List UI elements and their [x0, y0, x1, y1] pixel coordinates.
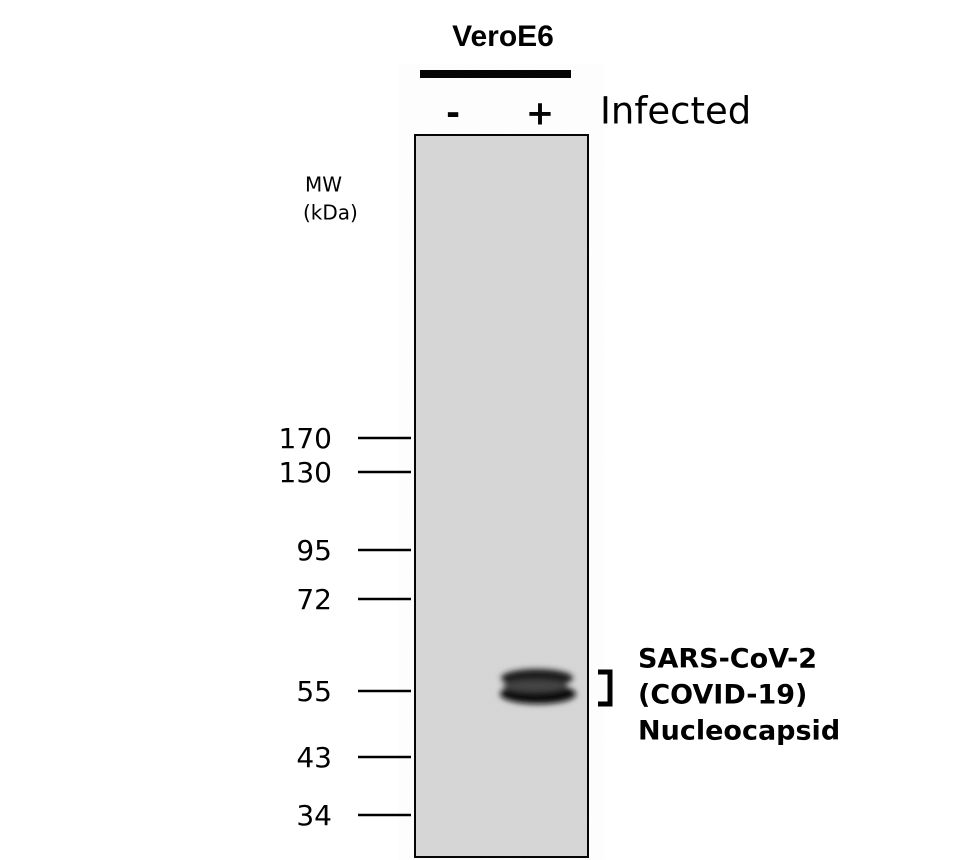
marker-label: 170 [279, 422, 332, 455]
marker-label: 43 [296, 741, 332, 774]
marker-label: 34 [296, 799, 332, 832]
bracket [598, 669, 613, 707]
lane-label: - [446, 94, 460, 134]
marker-label: 95 [296, 534, 332, 567]
cell-line: VeroE6 [452, 20, 554, 53]
band-label: SARS-CoV-2 [638, 644, 817, 675]
condition-label: Infected [600, 90, 751, 133]
mw-unit: (kDa) [303, 201, 358, 225]
blot-texture [416, 136, 587, 856]
marker-label: 72 [296, 583, 332, 616]
band-label: (COVID-19) [638, 680, 807, 711]
marker-label: 55 [296, 675, 332, 708]
header-bar [420, 70, 571, 78]
lane-label: + [526, 94, 555, 134]
band [500, 669, 576, 704]
band-label: Nucleocapsid [638, 716, 840, 747]
mw-title: MW [305, 173, 342, 197]
marker-label: 130 [279, 456, 332, 489]
